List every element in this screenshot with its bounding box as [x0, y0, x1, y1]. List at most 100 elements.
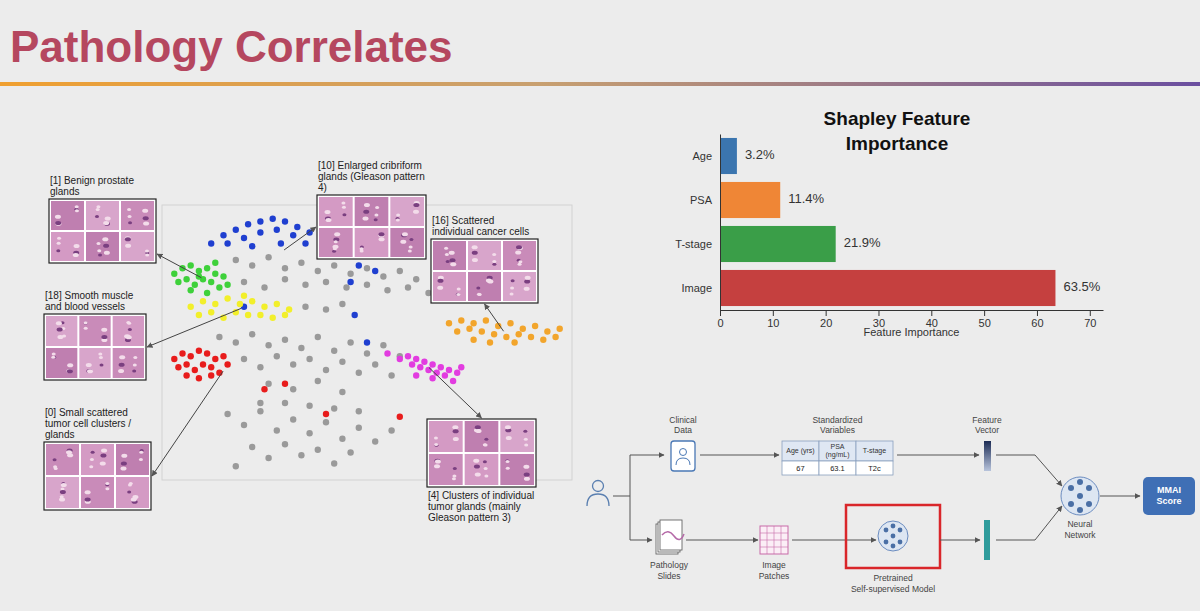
tissue-detail	[103, 221, 109, 225]
text-line: Standardized	[812, 415, 862, 425]
slide: Pathology Correlates[10] Enlarged cribri…	[0, 0, 1200, 611]
scatter-series	[446, 317, 563, 345]
text-line: Gleason pattern 3)	[428, 512, 511, 523]
model-node	[884, 540, 889, 545]
table-value: 63.1	[830, 464, 845, 473]
point	[356, 262, 362, 268]
thumbnail-tile	[503, 241, 536, 270]
point	[380, 273, 386, 279]
x-axis-title: Feature Importance	[864, 326, 960, 338]
tissue-detail	[334, 232, 340, 236]
tissue-detail	[125, 244, 131, 248]
connector	[485, 304, 504, 331]
thumbnail-tile	[46, 444, 79, 475]
text-line: Self-supervised Model	[851, 584, 935, 594]
slide-icon	[660, 520, 682, 550]
tissue-detail	[453, 467, 457, 470]
connector	[152, 371, 223, 476]
point	[442, 372, 448, 378]
tissue-detail	[472, 258, 478, 262]
diagram-label: FeatureVector	[972, 415, 1002, 436]
point	[241, 279, 247, 285]
thumbnail	[49, 199, 156, 263]
clinical-icon	[676, 458, 690, 465]
point	[347, 449, 353, 455]
tissue-detail	[128, 215, 132, 218]
tissue-detail	[101, 448, 107, 452]
tick-label: 0	[717, 317, 723, 329]
patches-grid	[760, 540, 788, 541]
tissue-detail	[96, 205, 100, 208]
point	[241, 422, 247, 428]
thumbnail	[44, 442, 151, 510]
point	[175, 279, 181, 285]
tissue-detail	[518, 260, 522, 263]
tissue-detail	[505, 425, 511, 429]
tissue-detail	[453, 429, 459, 433]
point	[204, 290, 210, 296]
tissue-detail	[523, 430, 527, 433]
table-header: Age (yrs)	[786, 447, 814, 455]
tissue-detail	[437, 279, 443, 283]
tissue-detail	[515, 251, 521, 255]
point	[224, 240, 230, 246]
table-value: 67	[796, 464, 804, 473]
text-line: glands	[45, 429, 74, 440]
neural-node	[1077, 493, 1083, 499]
table-header-cell	[782, 441, 819, 461]
point	[200, 298, 206, 304]
arrow	[700, 455, 779, 456]
point	[241, 293, 247, 299]
tissue-detail	[73, 253, 79, 257]
tissue-detail	[61, 483, 67, 487]
thumbnail	[431, 239, 538, 303]
point	[315, 378, 321, 384]
text-line: glands (Gleason pattern	[318, 171, 425, 182]
cluster-label: [16] Scatteredindividual cancer cells	[432, 215, 529, 237]
thumbnail-tile	[355, 197, 389, 226]
text-line: [18] Smooth muscle	[45, 290, 134, 301]
tissue-detail	[413, 210, 419, 214]
arrow	[1100, 496, 1140, 497]
text-line: Vector	[975, 425, 999, 435]
tissue-detail	[379, 237, 385, 241]
diagram-label: ClinicalData	[669, 415, 697, 436]
point	[216, 284, 222, 290]
point	[282, 381, 288, 387]
point	[409, 361, 415, 367]
arrow	[686, 540, 758, 541]
tissue-detail	[446, 260, 450, 263]
point	[265, 342, 271, 348]
thumbnail-tile	[121, 201, 154, 230]
point	[265, 455, 271, 461]
point	[241, 356, 247, 362]
diagram-label: MMAIScore	[1156, 485, 1181, 506]
neural-node	[1068, 501, 1074, 507]
tick-label: PSA	[690, 194, 713, 206]
point	[249, 243, 255, 249]
tissue-detail	[437, 286, 443, 290]
point	[270, 216, 276, 222]
point	[302, 282, 308, 288]
tissue-detail	[524, 473, 530, 477]
text-line: Clinical	[669, 415, 697, 425]
tissue-detail	[119, 363, 125, 367]
point	[364, 265, 370, 271]
point	[208, 279, 214, 285]
thumbnail-tile	[319, 228, 353, 257]
tissue-detail	[511, 279, 515, 282]
thumbnail-tile	[113, 348, 144, 378]
model-node	[884, 528, 889, 533]
point	[282, 441, 288, 447]
point	[224, 411, 230, 417]
point	[454, 328, 460, 334]
arrow	[897, 455, 979, 456]
point	[491, 331, 497, 337]
annotations: [10] Enlarged cribriformglands (Gleason …	[44, 160, 538, 523]
tick-mark	[773, 310, 774, 316]
point	[233, 227, 239, 233]
tissue-detail	[457, 287, 461, 290]
connector	[284, 227, 316, 250]
point	[183, 276, 189, 282]
tissue-detail	[56, 321, 62, 325]
